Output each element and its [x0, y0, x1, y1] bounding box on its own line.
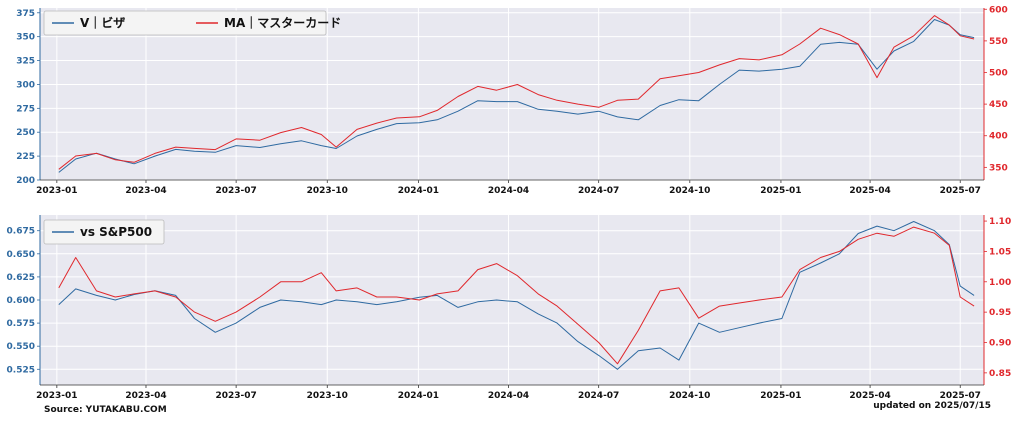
y-left-tick-label: 0.575 — [7, 319, 35, 329]
legend-label: V｜ビザ — [80, 15, 125, 30]
y-left-tick-label: 250 — [16, 128, 35, 138]
x-tick-label: 2025-04 — [849, 391, 890, 401]
x-tick-label: 2024-01 — [398, 186, 439, 196]
x-tick-label: 2024-01 — [398, 391, 439, 401]
legend-label: MA｜マスターカード — [224, 15, 341, 30]
x-tick-label: 2023-01 — [36, 186, 77, 196]
x-tick-label: 2023-07 — [215, 391, 256, 401]
y-right-tick-label: 0.85 — [989, 369, 1011, 379]
series-line-1 — [58, 15, 975, 170]
x-tick-label: 2023-07 — [215, 186, 256, 196]
y-right-tick-label: 600 — [989, 5, 1008, 15]
source-note: Source: YUTAKABU.COM — [44, 405, 167, 415]
x-tick-label: 2024-10 — [669, 391, 710, 401]
x-tick-label: 2024-04 — [488, 391, 529, 401]
y-right-tick-label: 1.05 — [989, 247, 1011, 257]
y-left-tick-label: 200 — [16, 176, 35, 186]
x-tick-label: 2025-04 — [849, 186, 890, 196]
legend-label: vs S&P500 — [80, 225, 152, 239]
x-tick-label: 2023-10 — [307, 391, 348, 401]
x-tick-label: 2025-01 — [760, 186, 801, 196]
x-tick-label: 2025-01 — [760, 391, 801, 401]
y-left-tick-label: 0.675 — [7, 227, 35, 237]
y-left-tick-label: 0.550 — [7, 342, 35, 352]
y-right-tick-label: 0.95 — [989, 308, 1011, 318]
y-left-tick-label: 225 — [16, 152, 35, 162]
y-right-tick-label: 350 — [989, 163, 1008, 173]
y-left-tick-label: 300 — [16, 80, 35, 90]
x-tick-label: 2025-07 — [940, 186, 981, 196]
y-left-tick-label: 0.650 — [7, 250, 35, 260]
x-tick-label: 2024-04 — [488, 186, 529, 196]
series-line-0 — [58, 221, 975, 370]
series-line-0 — [58, 19, 975, 173]
x-tick-label: 2024-07 — [578, 391, 619, 401]
legend-box — [43, 10, 327, 36]
x-tick-label: 2025-07 — [940, 391, 981, 401]
y-left-tick-label: 375 — [16, 9, 35, 19]
y-right-tick-label: 500 — [989, 69, 1008, 79]
y-right-tick-label: 450 — [989, 100, 1008, 110]
y-right-tick-label: 400 — [989, 132, 1008, 142]
y-right-tick-label: 1.10 — [989, 217, 1011, 227]
x-tick-label: 2024-07 — [578, 186, 619, 196]
x-tick-label: 2023-04 — [125, 186, 166, 196]
x-tick-label: 2024-10 — [669, 186, 710, 196]
y-right-tick-label: 1.00 — [989, 278, 1011, 288]
y-left-tick-label: 0.625 — [7, 273, 35, 283]
y-left-tick-label: 325 — [16, 57, 35, 67]
x-tick-label: 2023-01 — [36, 391, 77, 401]
legend-box — [43, 219, 165, 245]
y-left-tick-label: 0.600 — [7, 296, 35, 306]
y-right-tick-label: 550 — [989, 37, 1008, 47]
chart-panel-relative: 2023-01 2023-04 2023-07 2023-10 2024-01 2024-… — [7, 215, 1011, 401]
x-tick-label: 2023-10 — [307, 186, 348, 196]
y-left-tick-label: 0.525 — [7, 365, 35, 375]
series-line-1 — [58, 226, 975, 365]
y-left-tick-label: 275 — [16, 104, 35, 114]
y-left-tick-label: 350 — [16, 33, 35, 43]
y-right-tick-label: 0.90 — [989, 339, 1011, 349]
updated-note: updated on 2025/07/15 — [873, 401, 991, 411]
x-tick-label: 2023-04 — [125, 391, 166, 401]
chart-panel-price: 2023-01 2023-04 2023-07 2023-10 2024-01 2024-… — [16, 5, 1008, 196]
